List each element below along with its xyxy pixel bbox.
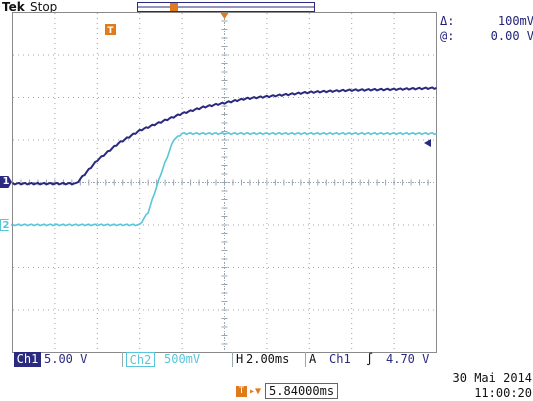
scope-screen: T [12, 12, 437, 353]
ch2-scale: 500mV [164, 352, 201, 366]
time-label: 11:00:20 [474, 386, 532, 400]
trigger-level-marker[interactable] [424, 139, 431, 147]
acquisition-status: Stop [30, 0, 58, 14]
status-bar: Ch1 5.00 V Ch2 500mV H 2.00ms A Ch1 ∫ 4.… [14, 352, 438, 367]
acquire-label: A [309, 352, 317, 366]
horizontal-delay: T ▸▼ 5.84000ms [236, 383, 339, 399]
brand-tek: Tek [2, 0, 25, 14]
at-value: 0.00 V [490, 29, 533, 43]
trace-ch1 [12, 86, 437, 186]
trigger-t-label: T [107, 26, 114, 36]
ch1-label[interactable]: Ch1 [14, 352, 41, 367]
ch2-ground-marker[interactable]: 2 [0, 219, 12, 231]
expansion-point-icon [220, 13, 229, 19]
trigger-t-icon: T [236, 385, 247, 397]
trigger-marker: T [105, 13, 229, 36]
delta-symbol: Δ: [440, 14, 455, 28]
arrow-right-icon: ▸▼ [249, 385, 262, 397]
brand-label: Tek [2, 0, 25, 14]
datetime: 30 Mai 2014 11:00:20 [446, 371, 532, 401]
record-position-bar [137, 2, 315, 12]
cursor-readout: Δ: 100mV @: 0.00 V [440, 14, 533, 44]
trigger-source: Ch1 [329, 352, 351, 366]
delta-value: 100mV [497, 14, 533, 28]
trigger-position-icon [170, 3, 178, 11]
trigger-slope-icon: ∫ [366, 352, 374, 366]
traces [12, 86, 437, 227]
trace-ch2 [12, 132, 437, 227]
ch1-ground-marker[interactable]: 1 [0, 176, 12, 188]
trigger-t-icon [105, 24, 116, 35]
ch1-scale: 5.00 V [44, 352, 88, 366]
date-label: 30 Mai 2014 [452, 371, 532, 385]
horizontal-scale: 2.00ms [246, 352, 290, 366]
at-symbol: @: [440, 29, 455, 43]
horizontal-label: H [236, 352, 244, 366]
delay-value: 5.84000ms [265, 383, 339, 399]
ch2-label[interactable]: Ch2 [126, 352, 155, 367]
trigger-level: 4.70 V [386, 352, 430, 366]
